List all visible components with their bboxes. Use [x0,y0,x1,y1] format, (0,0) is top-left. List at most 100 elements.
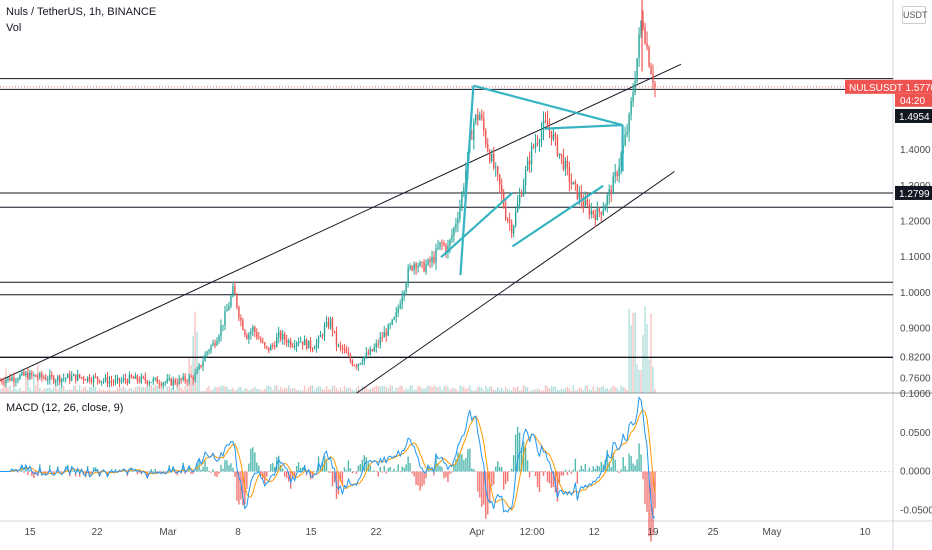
volume-bar [282,389,284,393]
macd-histogram-bar [393,468,395,472]
candle-body [196,368,198,374]
symbol-legend: Nuls / TetherUS, 1h, BINANCE [6,6,156,18]
candle-body [309,340,312,349]
volume-bar [246,388,248,393]
candle-body [31,372,33,376]
macd-histogram-bar [381,471,383,473]
trendlines [0,63,682,394]
volume-bar [339,387,342,393]
candle-body [389,324,391,326]
time-tick-label: May [763,527,782,538]
candle-body [102,380,105,382]
volume-bar [419,386,421,393]
macd-histogram-bar [347,460,350,472]
volume-bar [608,389,610,393]
candle-body [192,376,194,381]
candle-body [457,218,459,224]
volume-bar [461,386,463,393]
volume-bar [136,386,139,393]
macd-histogram-bar [164,471,166,473]
macd-histogram-bar [25,467,27,472]
volume-bar [162,390,164,393]
candle-body [168,378,170,380]
macd-histogram-bar [636,459,638,472]
candle-body [184,376,186,381]
candle-body [276,337,278,348]
volume-bar [222,385,224,393]
volume-bar [600,387,602,393]
candle-body [644,27,646,44]
volume-bar [447,386,449,393]
volume-bar [202,390,204,393]
macd-histogram-bar [268,471,270,472]
candle-body [534,142,537,147]
volume-bar [61,386,63,393]
volume-bar [534,389,537,393]
volume-bar [630,325,632,393]
candle-body [355,365,358,368]
candle-body [148,382,151,384]
volume-bar [566,386,569,393]
volume-bar [443,386,445,393]
candle-body [321,335,324,337]
macd-histogram-bar [570,471,573,474]
candle-body [262,341,264,343]
volume-bar [250,389,252,393]
volume-bar [120,387,123,393]
volume-bar [501,387,503,393]
volume-bar [624,387,626,393]
macd-histogram-bar [538,471,541,492]
volume-bar [469,385,471,393]
macd-histogram-bar [447,471,449,483]
candle-body [508,220,511,223]
macd-histogram-bar [499,467,501,472]
candle-body [510,222,513,234]
macd-histogram-bar [282,468,284,472]
volume-bar [345,387,348,393]
macd-histogram-bar [373,470,375,472]
candles [0,0,656,391]
macd-histogram-bar [592,466,594,472]
volume-bar [31,390,33,393]
volume-bar [465,388,467,393]
candle-body [51,374,53,377]
macd-histogram-bar [301,467,304,472]
macd-histogram-bar [622,457,624,472]
volume-bar [351,389,354,393]
volume-bar [254,386,256,393]
volume-bar [319,387,322,393]
volume-bar [475,390,477,393]
macd-histogram-bar [92,467,95,472]
candle-body [53,376,55,383]
macd-histogram-bar [297,462,300,472]
macd-histogram-bar [534,471,537,477]
macd-histogram-bar [578,469,581,472]
volume-bar [112,390,115,393]
macd-histogram-bar [258,465,260,472]
macd-histogram-bar [355,471,358,474]
volume-bar [530,390,533,393]
channel-pattern [440,84,624,276]
volume-bar [226,386,228,393]
volume-bar [78,385,81,393]
volume-bar [576,390,579,393]
volume-bar [90,386,93,393]
macd-histogram-bar [43,471,45,473]
candle-body [287,340,290,344]
candle-body [174,379,176,384]
macd-histogram-bar [23,471,25,473]
candle-body [538,141,541,143]
macd-histogram-bar [136,471,139,475]
volume-bar [9,385,11,393]
price-tick-label: 1.2000 [900,217,931,228]
macd-histogram-bar [471,468,473,472]
currency-button[interactable]: USDT [902,6,928,24]
macd-histogram-bar [331,471,334,487]
volume-bar [248,390,250,393]
upper-trendline [0,63,682,381]
macd-histogram-bar [186,471,188,473]
volume-bar [194,311,196,393]
volume-bar [51,389,53,393]
macd-histogram-bar [21,465,23,472]
